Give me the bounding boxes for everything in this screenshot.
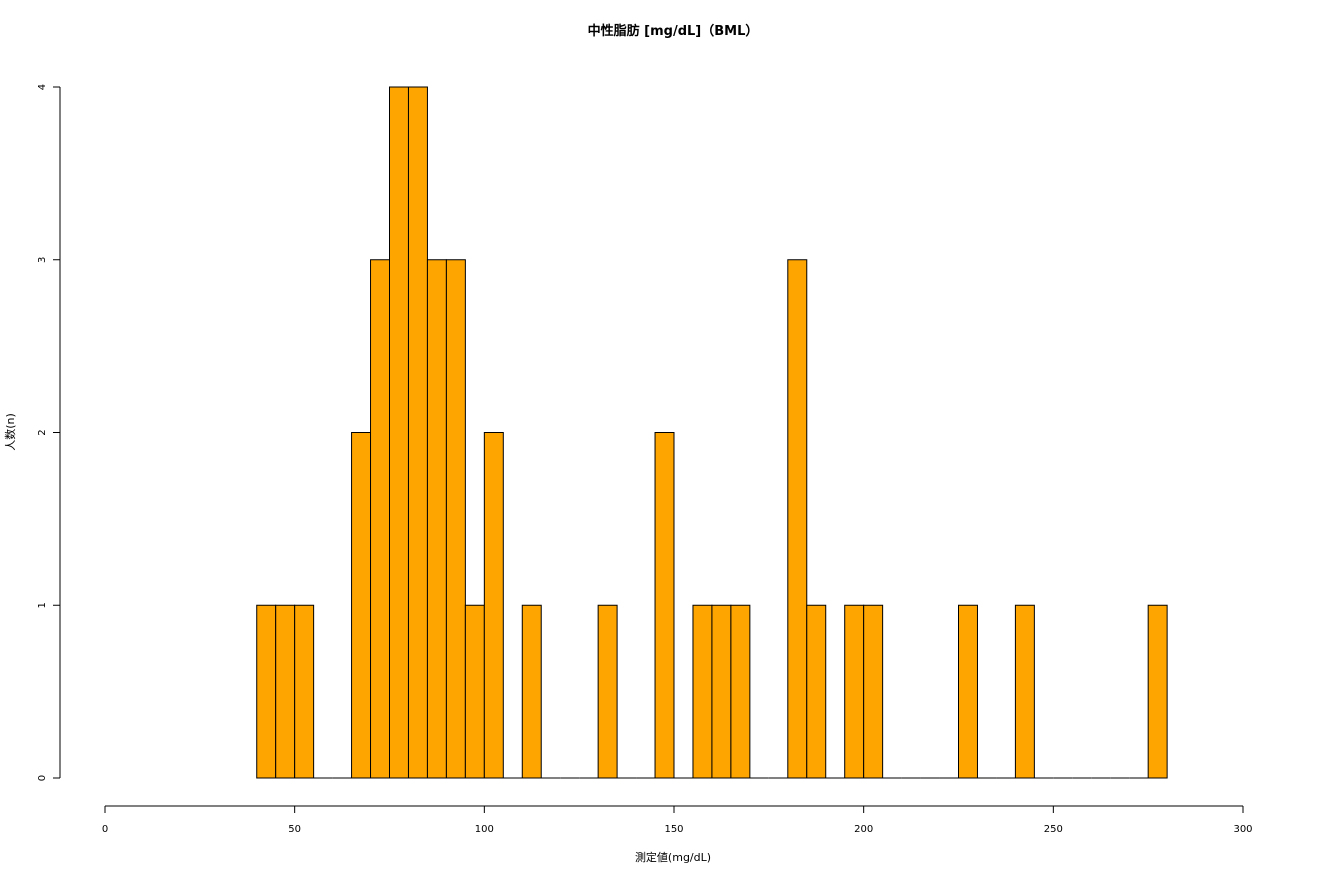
x-tick-label: 150: [664, 824, 683, 835]
x-tick-label: 250: [1044, 824, 1063, 835]
histogram-bar: [464, 604, 485, 779]
x-tick-label: 0: [102, 824, 108, 835]
histogram-bar: [787, 259, 808, 779]
histogram-bar: [863, 604, 884, 779]
histogram-bar: [483, 432, 504, 779]
x-tick-label: 300: [1233, 824, 1252, 835]
y-tick-label: 1: [37, 602, 48, 608]
x-tick-label: 200: [854, 824, 873, 835]
histogram-bar: [806, 604, 827, 779]
histogram-bar: [256, 604, 277, 779]
histogram-bar: [1014, 604, 1035, 779]
y-tick-label: 4: [37, 84, 48, 90]
x-tick-label: 100: [475, 824, 494, 835]
x-axis-label: 測定値(mg/dL): [635, 850, 711, 864]
histogram-bar: [711, 604, 732, 779]
y-tick-label: 3: [37, 257, 48, 263]
histogram-bar: [445, 259, 466, 779]
histogram-bar: [654, 432, 675, 779]
histogram-bar: [389, 86, 409, 779]
histogram-bar: [351, 432, 372, 779]
histogram-bar: [844, 604, 865, 779]
y-axis: 0 1 2 3 4: [37, 84, 61, 781]
histogram-bar: [370, 259, 390, 779]
x-tick-label: 50: [288, 824, 301, 835]
y-tick-label: 2: [37, 429, 48, 435]
histogram-bar: [426, 259, 447, 779]
bars-group: [256, 86, 1168, 779]
histogram-bar: [275, 604, 296, 779]
histogram-bar: [521, 604, 542, 779]
histogram-bar: [958, 604, 978, 779]
histogram-bar: [407, 86, 428, 779]
x-axis: 0 50 100 150 200 250 300: [102, 805, 1253, 835]
y-tick-label: 0: [37, 775, 48, 781]
histogram-bar: [692, 604, 713, 779]
histogram-bar: [597, 604, 618, 779]
histogram-bar: [730, 604, 751, 779]
histogram-bar: [1147, 604, 1168, 779]
y-axis-label: 人数(n): [4, 413, 17, 451]
chart-title: 中性脂肪 [mg/dL]（BML）: [588, 23, 759, 39]
histogram-bar: [294, 604, 315, 779]
